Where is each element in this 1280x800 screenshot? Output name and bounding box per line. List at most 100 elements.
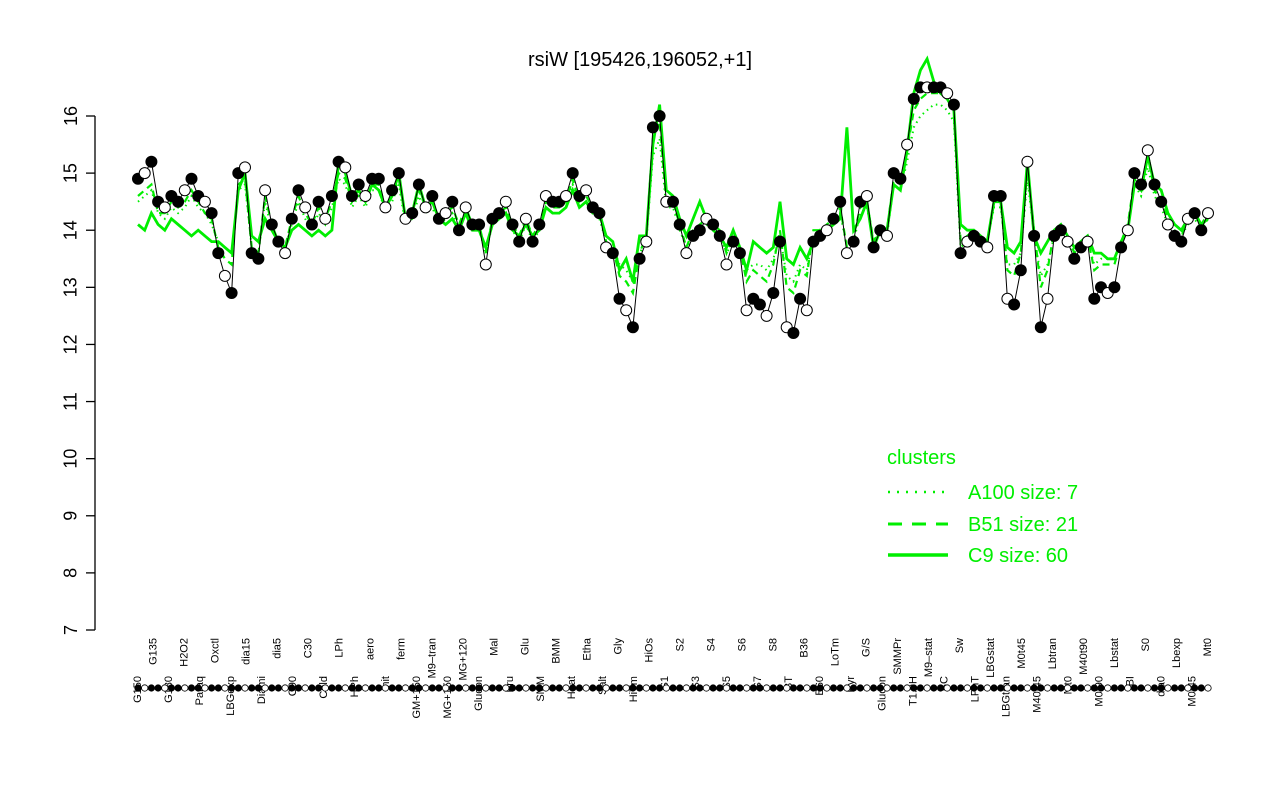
x-marker: [843, 684, 851, 692]
y-tick-label: 16: [61, 106, 81, 126]
x-marker: [896, 684, 905, 692]
data-point: [325, 190, 338, 202]
x-marker: [455, 684, 463, 692]
x-tick-label: Lbtran: [1047, 638, 1059, 669]
x-marker: [462, 684, 470, 692]
x-marker: [522, 684, 530, 692]
x-tick-label: G135: [147, 638, 159, 665]
data-point: [1188, 207, 1201, 220]
x-tick-label: LBGtran: [1000, 676, 1012, 717]
x-marker: [742, 684, 751, 692]
x-marker: [281, 684, 289, 692]
data-point: [205, 207, 218, 220]
x-marker: [849, 684, 858, 692]
data-point: [499, 195, 512, 208]
x-tick-label: S0: [1140, 638, 1152, 651]
x-tick-label: M40t45: [1031, 676, 1043, 713]
data-point: [713, 229, 726, 242]
x-marker: [796, 684, 804, 692]
x-marker: [134, 684, 142, 692]
x-marker: [1057, 684, 1065, 692]
data-point: [787, 327, 800, 339]
x-marker: [776, 684, 784, 692]
x-tick-label: LBGstat: [985, 638, 997, 678]
x-marker: [1124, 684, 1132, 692]
data-point: [947, 98, 960, 111]
x-marker: [1077, 684, 1085, 692]
x-marker: [548, 684, 557, 692]
x-tick-label: MG+150: [442, 676, 454, 719]
x-marker: [288, 684, 296, 692]
x-tick-label: M40t90: [1078, 638, 1090, 675]
x-marker: [816, 684, 824, 692]
data-point: [426, 190, 439, 202]
x-marker: [208, 684, 216, 692]
x-tick-label: S6: [737, 638, 749, 651]
cluster-line-3: [137, 55, 1209, 282]
x-marker: [836, 684, 844, 692]
x-tick-label: M9–stat: [923, 638, 935, 677]
data-point: [446, 195, 459, 208]
x-marker: [408, 684, 416, 692]
x-tick-label: aero: [365, 638, 377, 660]
x-marker: [528, 684, 537, 692]
x-marker: [936, 684, 945, 692]
x-marker: [990, 684, 998, 692]
data-point: [606, 247, 619, 260]
legend-label-b51: B51 size: 21: [968, 514, 1078, 536]
x-tick-label: BI: [1124, 676, 1136, 686]
data-point: [1128, 167, 1141, 180]
data-point: [212, 247, 225, 260]
x-marker: [495, 684, 503, 692]
data-point: [252, 252, 265, 265]
x-marker: [575, 684, 584, 692]
x-marker: [187, 684, 196, 692]
y-tick-label: 7: [61, 625, 81, 635]
x-marker: [1177, 684, 1185, 692]
data-point: [1054, 224, 1067, 237]
x-marker: [375, 684, 383, 692]
x-tick-label: B36: [799, 638, 811, 658]
x-marker: [1104, 684, 1112, 692]
x-marker: [635, 684, 644, 692]
x-marker: [334, 684, 343, 692]
x-marker: [1070, 684, 1078, 692]
data-point: [1115, 241, 1128, 254]
data-point: [379, 201, 392, 214]
data-point: [941, 87, 954, 100]
data-point: [753, 298, 766, 311]
x-tick-label: S2: [675, 638, 687, 651]
x-marker: [956, 684, 965, 692]
x-marker: [863, 684, 871, 692]
y-tick-label: 8: [61, 568, 81, 578]
x-marker: [214, 684, 222, 692]
x-marker: [1097, 684, 1105, 692]
x-marker: [355, 684, 363, 692]
x-marker: [381, 684, 389, 692]
data-point: [1155, 195, 1168, 208]
data-point: [740, 304, 753, 317]
data-point: [673, 218, 686, 231]
data-point: [392, 167, 405, 180]
x-marker: [890, 684, 898, 692]
x-marker: [1191, 684, 1199, 692]
x-marker: [762, 684, 771, 692]
x-marker: [488, 684, 496, 692]
x-marker: [1064, 684, 1072, 692]
x-marker: [441, 684, 450, 692]
x-marker: [602, 684, 610, 692]
data-point: [907, 92, 920, 105]
x-tick-label: GM+150: [411, 676, 423, 719]
data-point: [218, 269, 231, 282]
data-point: [1175, 235, 1188, 248]
chart-title: rsiW [195426,196052,+1]: [528, 49, 752, 71]
x-tick-label: Mal: [489, 638, 501, 656]
x-marker: [943, 684, 951, 692]
x-marker: [1110, 684, 1119, 692]
x-marker: [1023, 684, 1032, 692]
x-marker: [268, 684, 276, 692]
data-point: [339, 161, 352, 174]
data-point: [840, 247, 853, 260]
data-point: [1161, 218, 1174, 231]
